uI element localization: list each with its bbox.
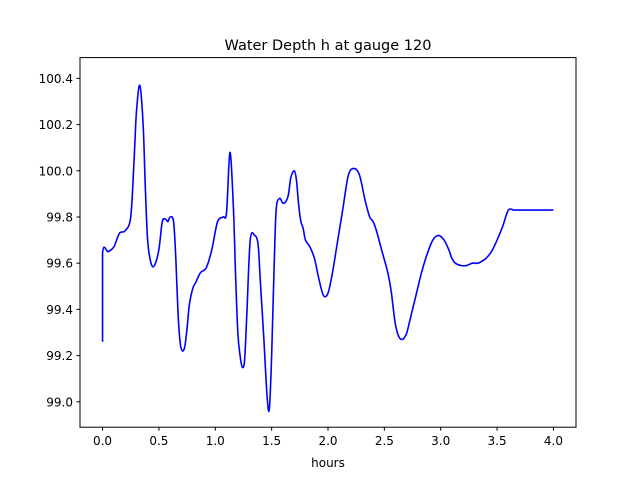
x-tick-label: 3.0 bbox=[431, 434, 450, 448]
y-axis-ticks: 99.0 99.2 99.4 99.6 99.8 100.0 100.2 100.4 bbox=[39, 72, 80, 409]
x-tick-label: 2.0 bbox=[318, 434, 337, 448]
x-tick-label: 1.0 bbox=[206, 434, 225, 448]
y-tick-label: 99.4 bbox=[46, 303, 73, 317]
y-tick-label: 99.2 bbox=[46, 349, 73, 363]
y-tick-label: 100.4 bbox=[39, 72, 73, 86]
y-tick-label: 99.0 bbox=[46, 395, 73, 409]
series-line bbox=[101, 84, 554, 413]
y-tick-label: 99.6 bbox=[46, 257, 73, 271]
x-tick-label: 3.5 bbox=[488, 434, 507, 448]
x-axis-ticks: 0.0 0.5 1.0 1.5 2.0 2.5 3.0 3.5 4.0 bbox=[93, 427, 563, 448]
y-tick-label: 99.8 bbox=[46, 210, 73, 224]
y-tick-label: 100.2 bbox=[39, 118, 73, 132]
plot-area bbox=[101, 84, 554, 413]
x-tick-label: 4.0 bbox=[544, 434, 563, 448]
x-tick-label: 0.0 bbox=[93, 434, 112, 448]
chart-title: Water Depth h at gauge 120 bbox=[225, 38, 432, 54]
x-tick-label: 2.5 bbox=[375, 434, 394, 448]
x-axis-label: hours bbox=[311, 456, 345, 470]
axes-frame bbox=[79, 57, 577, 428]
x-tick-label: 1.5 bbox=[262, 434, 281, 448]
y-tick-label: 100.0 bbox=[39, 164, 73, 178]
x-tick-label: 0.5 bbox=[149, 434, 168, 448]
